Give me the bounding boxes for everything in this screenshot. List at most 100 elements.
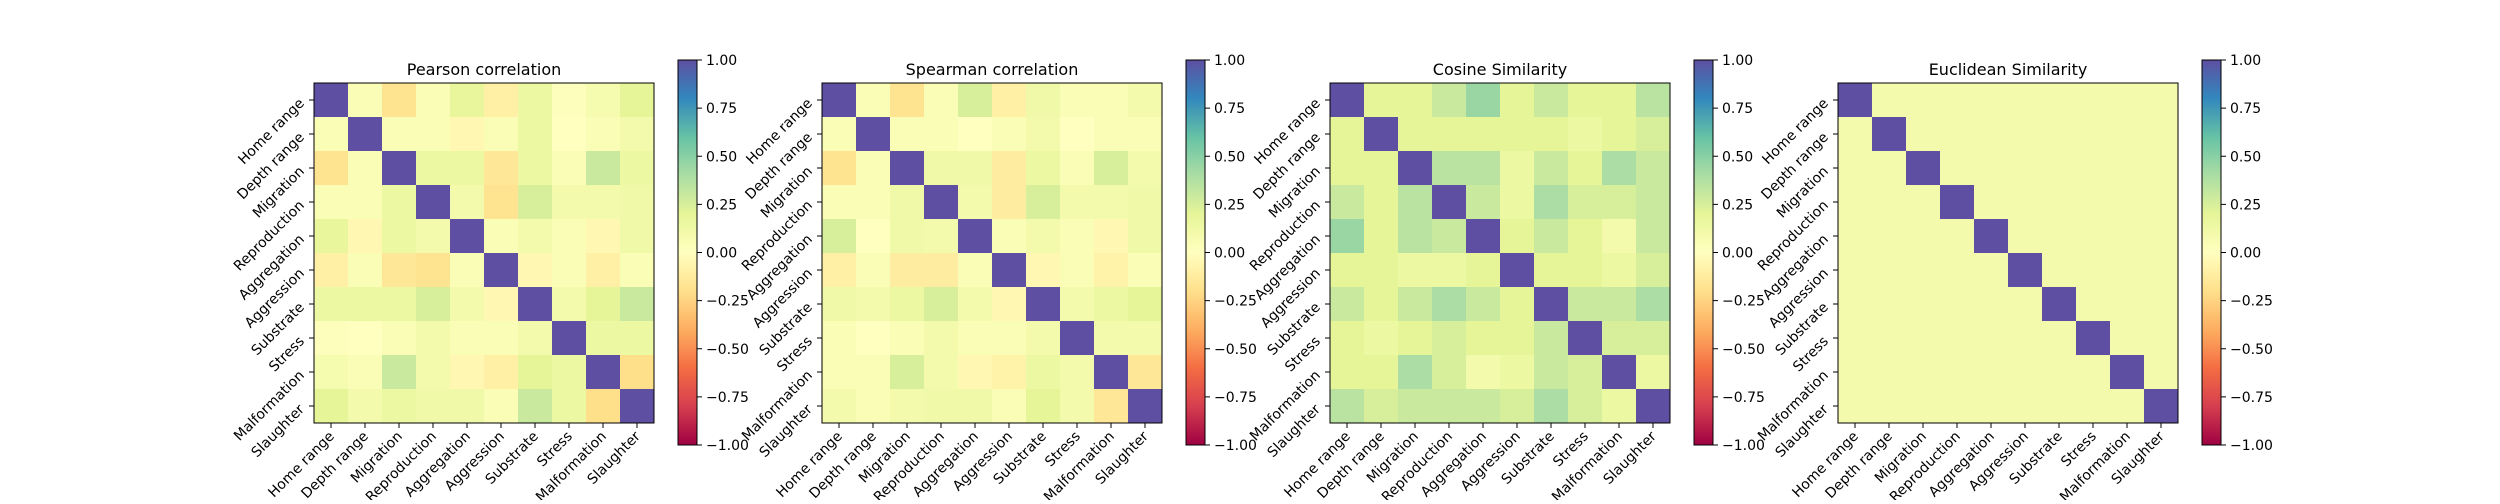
colorbar-tick-label: 0.50 (2230, 149, 2261, 165)
colorbar (1185, 59, 1206, 446)
heatmap-cell (1872, 355, 1907, 390)
heatmap-cell (348, 151, 383, 186)
heatmap-cell (822, 151, 857, 186)
heatmap-cell (1398, 219, 1433, 254)
heatmap-cell (924, 389, 959, 424)
colorbar-tick-label: 0.25 (2230, 197, 2261, 213)
heatmap-cell (620, 355, 655, 390)
heatmap-cell (416, 287, 451, 322)
heatmap-cell (1602, 151, 1637, 186)
heatmap-cell (552, 253, 587, 288)
heatmap-cell (1364, 253, 1399, 288)
chart-title: Cosine Similarity (1433, 60, 1567, 79)
heatmap-cell (1906, 355, 1941, 390)
heatmap-cell (2076, 219, 2111, 254)
heatmap-cell (1906, 389, 1941, 424)
colorbar-tick-label: −0.75 (706, 390, 749, 406)
heatmap-cell (348, 185, 383, 220)
heatmap-cell (924, 321, 959, 356)
heatmap-cell (484, 321, 519, 356)
heatmap-cell (1330, 355, 1365, 390)
heatmap-cell (1568, 83, 1603, 118)
heatmap-cell (552, 117, 587, 152)
heatmap-cell (552, 151, 587, 186)
heatmap-cell (484, 287, 519, 322)
heatmap-cell (1128, 287, 1163, 322)
heatmap-cell (924, 185, 959, 220)
heatmap-cell (382, 151, 417, 186)
heatmap-cell (924, 151, 959, 186)
heatmap-cell (2042, 355, 2077, 390)
heatmap-cell (450, 151, 485, 186)
heatmap-cell (2110, 389, 2145, 424)
heatmap-cell (450, 321, 485, 356)
heatmap-cell (958, 83, 993, 118)
colorbar-tick-label: −1.00 (1214, 438, 1257, 454)
heatmap-cell (2008, 117, 2043, 152)
heatmap-cell (2008, 219, 2043, 254)
heatmap-cell (2110, 83, 2145, 118)
heatmap-cell (484, 389, 519, 424)
heatmap-cell (1568, 321, 1603, 356)
heatmap-cell (1060, 389, 1095, 424)
heatmap-cell (1026, 151, 1061, 186)
heatmap-cell (450, 117, 485, 152)
heatmap-cell (518, 219, 553, 254)
heatmap-cell (1500, 287, 1535, 322)
heatmap-cell (1364, 151, 1399, 186)
heatmap-cell (416, 83, 451, 118)
heatmap-cell (1500, 253, 1535, 288)
heatmap-cell (1534, 389, 1569, 424)
heatmap-cell (1026, 185, 1061, 220)
heatmap-cell (822, 253, 857, 288)
heatmap-cell (348, 219, 383, 254)
heatmap-cell (1060, 83, 1095, 118)
heatmap-cell (314, 253, 349, 288)
heatmap-cell (1466, 83, 1501, 118)
heatmap-cell (1398, 253, 1433, 288)
heatmap-cell (586, 219, 621, 254)
heatmap-cell (382, 287, 417, 322)
heatmap-cell (1330, 83, 1365, 118)
heatmap-cell (518, 287, 553, 322)
heatmap-cell (1094, 355, 1129, 390)
heatmap-cell (518, 355, 553, 390)
heatmap-cell (1364, 117, 1399, 152)
heatmap-cell (890, 321, 925, 356)
heatmap-cell (1838, 389, 1873, 424)
heatmap-cell (620, 389, 655, 424)
heatmap-cell (1398, 287, 1433, 322)
heatmap-cell (822, 219, 857, 254)
colorbar-tick-label: 0.75 (1722, 101, 1753, 117)
heatmap-cell (450, 355, 485, 390)
heatmap-cell (586, 83, 621, 118)
heatmap-cell (586, 185, 621, 220)
heatmap-cell (924, 287, 959, 322)
chart-title: Spearman correlation (906, 60, 1079, 79)
heatmap-cell (856, 219, 891, 254)
heatmap-cell (2110, 151, 2145, 186)
heatmap-cell (1094, 321, 1129, 356)
heatmap-cell (1636, 389, 1671, 424)
heatmap-cell (586, 321, 621, 356)
colorbar-tick-label: −0.50 (1722, 342, 1765, 358)
heatmap-cell (1906, 219, 1941, 254)
heatmap-cell (1060, 219, 1095, 254)
heatmap-cell (1568, 287, 1603, 322)
heatmap-cell (1940, 117, 1975, 152)
heatmap-cell (1838, 219, 1873, 254)
heatmap-cell (1872, 321, 1907, 356)
heatmap-cell (1128, 321, 1163, 356)
heatmap-cell (856, 287, 891, 322)
heatmap-cell (1398, 321, 1433, 356)
heatmap-cell (2042, 185, 2077, 220)
heatmap-cell (1364, 389, 1399, 424)
heatmap-cell (2110, 321, 2145, 356)
colorbar (2201, 59, 2222, 446)
heatmap-cell (1330, 151, 1365, 186)
heatmap-cell (1838, 253, 1873, 288)
heatmap-cell (992, 117, 1027, 152)
